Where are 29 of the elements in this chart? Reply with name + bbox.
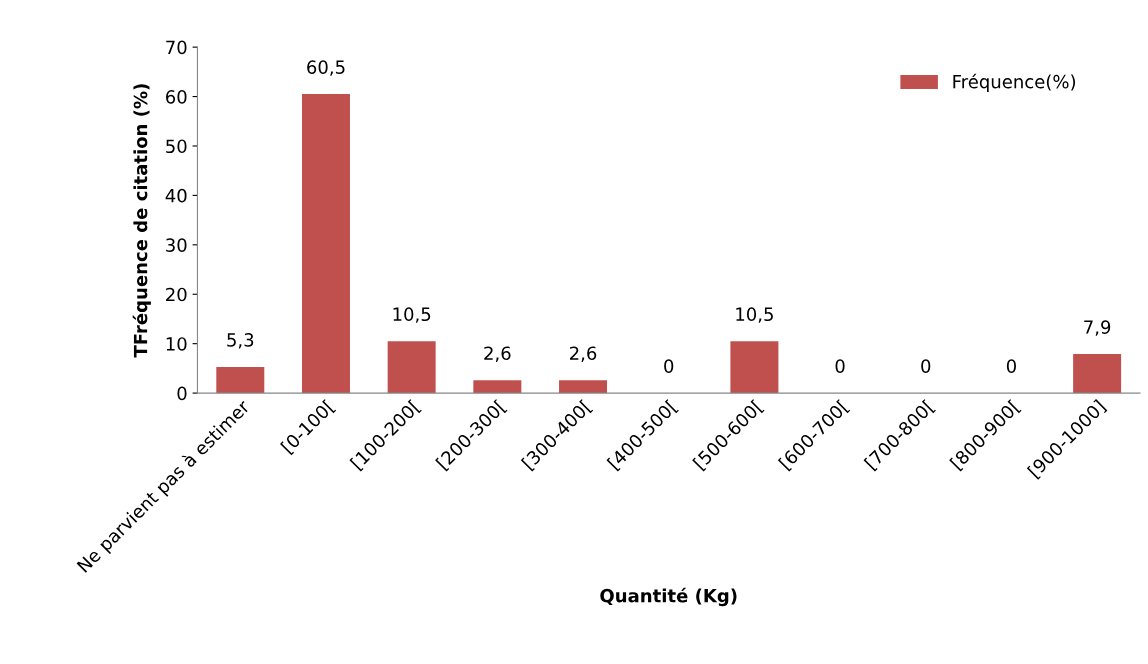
bar — [730, 341, 779, 394]
y-tick-label: 10 — [166, 337, 187, 351]
y-tick-label: 60 — [166, 90, 187, 104]
y-tick-label: 50 — [166, 139, 187, 154]
x-axis-title: Quantité (Kg) — [600, 587, 737, 607]
bar — [387, 341, 436, 394]
bar — [216, 366, 265, 394]
data-label: 7,9 — [1084, 320, 1111, 336]
data-label: 10,5 — [393, 307, 431, 323]
data-label: 0 — [921, 359, 931, 373]
legend-label: Fréquence(%) — [953, 73, 1076, 92]
bar — [473, 380, 522, 394]
data-label: 2,6 — [484, 346, 511, 362]
data-label: 0 — [835, 359, 845, 373]
bar — [1073, 354, 1122, 394]
y-tick-label: 0 — [177, 386, 187, 401]
data-label: 5,3 — [227, 333, 254, 349]
y-tick-label: 40 — [165, 188, 187, 203]
y-tick-label: 20 — [166, 287, 187, 302]
data-label: 60,5 — [307, 60, 345, 76]
data-label: 0 — [664, 359, 674, 373]
y-axis-title: TFréquence de citation (%) — [132, 84, 151, 358]
data-label: 10,5 — [736, 307, 773, 323]
bar — [559, 380, 608, 394]
bar — [301, 94, 350, 394]
data-label: 2,6 — [569, 346, 597, 362]
data-label: 0 — [1006, 359, 1016, 373]
y-tick-label: 30 — [166, 238, 187, 252]
y-tick-label: 70 — [166, 40, 187, 55]
